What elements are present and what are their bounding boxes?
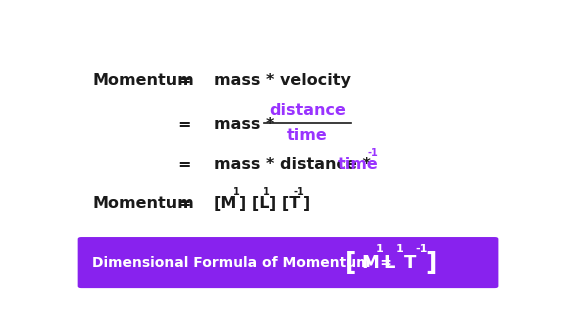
Text: 1: 1 bbox=[376, 244, 384, 253]
Text: ] [T: ] [T bbox=[269, 196, 300, 211]
Text: Dimensional Formula of Momentum  =: Dimensional Formula of Momentum = bbox=[92, 255, 392, 270]
Text: -1: -1 bbox=[415, 244, 428, 253]
Text: -1: -1 bbox=[294, 187, 305, 197]
Text: -1: -1 bbox=[368, 148, 378, 158]
Text: [M: [M bbox=[214, 196, 237, 211]
Text: 1: 1 bbox=[233, 187, 240, 197]
Text: 1: 1 bbox=[263, 187, 270, 197]
Text: mass * velocity: mass * velocity bbox=[214, 73, 351, 88]
Text: [: [ bbox=[345, 250, 356, 275]
Text: 1: 1 bbox=[396, 244, 404, 253]
Text: ]: ] bbox=[303, 196, 311, 211]
Text: ] [L: ] [L bbox=[239, 196, 269, 211]
Text: M: M bbox=[361, 253, 379, 272]
Text: Momentum: Momentum bbox=[92, 73, 194, 88]
Text: =: = bbox=[178, 196, 191, 211]
Text: mass *: mass * bbox=[214, 117, 280, 132]
Text: mass * distance *: mass * distance * bbox=[214, 157, 377, 172]
Text: =: = bbox=[178, 117, 191, 132]
FancyBboxPatch shape bbox=[78, 237, 498, 288]
Text: T: T bbox=[404, 253, 416, 272]
Text: ]: ] bbox=[425, 250, 437, 275]
Text: =: = bbox=[178, 157, 191, 172]
Text: distance: distance bbox=[269, 103, 346, 118]
Text: time: time bbox=[287, 128, 328, 143]
Text: L: L bbox=[384, 253, 395, 272]
Text: time: time bbox=[338, 157, 379, 172]
Text: =: = bbox=[178, 73, 191, 88]
Text: Momentum: Momentum bbox=[92, 196, 194, 211]
